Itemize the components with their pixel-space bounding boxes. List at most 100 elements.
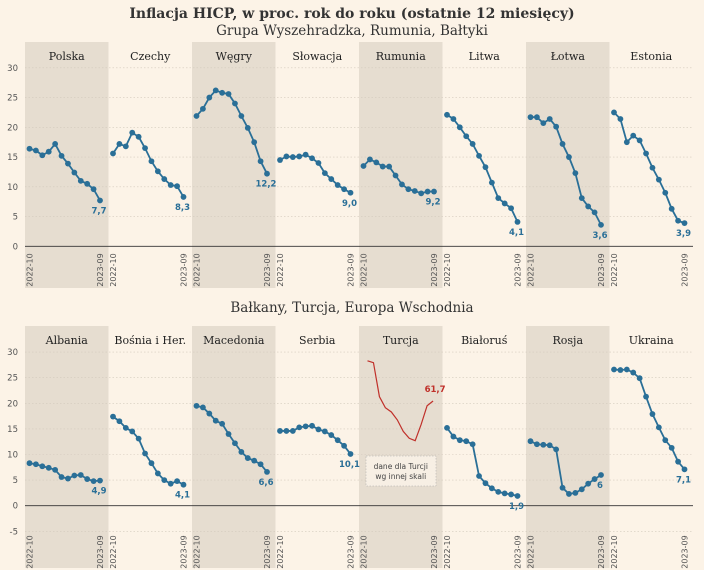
data-point (598, 472, 604, 478)
note-text: dane dla Turcji (374, 462, 428, 471)
data-point (559, 484, 566, 491)
panel-shade (526, 42, 610, 288)
data-point (200, 404, 206, 411)
data-point (347, 189, 354, 196)
panel-title: Węgry (216, 50, 253, 63)
x-date-label: 2022-10 (276, 253, 285, 286)
data-point (122, 143, 129, 150)
data-point (39, 463, 46, 470)
panel-shade (192, 326, 276, 568)
data-point (283, 428, 290, 434)
data-point (347, 451, 354, 457)
end-value-label: 12,2 (256, 180, 277, 190)
y-tick-label: 5 (13, 213, 18, 223)
end-value-label: 10,1 (339, 460, 360, 470)
data-point (315, 160, 322, 166)
data-point (585, 203, 592, 210)
data-point (681, 466, 688, 473)
data-point (71, 472, 78, 479)
data-point (238, 449, 245, 455)
data-point (110, 150, 116, 157)
data-point (655, 176, 662, 183)
y-tick-label: 5 (13, 476, 18, 486)
data-point (456, 124, 463, 131)
data-point (193, 113, 200, 119)
data-point (302, 151, 309, 158)
data-point (174, 478, 180, 485)
data-point (174, 183, 180, 190)
x-date-label: 2022-10 (193, 535, 202, 568)
x-date-label: 2023-09 (347, 535, 356, 568)
data-point (424, 188, 431, 195)
data-point (212, 87, 219, 94)
data-point (232, 100, 238, 107)
data-point (501, 200, 508, 207)
data-point (219, 420, 226, 427)
data-point (180, 194, 187, 200)
data-point (52, 141, 59, 147)
data-point (450, 433, 457, 440)
data-point (161, 477, 168, 483)
data-point (444, 111, 450, 118)
x-date-label: 2023-09 (347, 253, 356, 286)
data-point (45, 148, 52, 155)
y-tick-label: 20 (7, 123, 18, 133)
data-point (598, 221, 604, 228)
data-point (142, 145, 148, 152)
data-point (360, 163, 367, 169)
data-point (643, 150, 649, 157)
data-point (77, 472, 84, 478)
data-point (328, 176, 335, 182)
data-point (26, 460, 33, 467)
data-point (167, 182, 174, 188)
data-point (302, 423, 309, 430)
y-tick-label: 25 (7, 374, 18, 384)
data-point (591, 476, 598, 482)
end-value-label: 3,9 (676, 229, 691, 239)
data-point (90, 478, 97, 485)
data-point (148, 460, 155, 467)
data-point (476, 473, 482, 479)
x-date-label: 2022-10 (527, 535, 536, 568)
data-point (668, 205, 675, 212)
data-point (463, 133, 470, 140)
data-point (33, 461, 39, 468)
data-point (39, 152, 46, 159)
series-line-1 (112, 131, 185, 198)
data-point (193, 402, 200, 409)
data-point (405, 186, 412, 193)
x-date-label: 2022-10 (360, 253, 369, 286)
data-point (572, 170, 579, 177)
panel-title: Bośnia i Her. (114, 334, 186, 347)
series-line-5 (446, 114, 519, 223)
data-point (636, 137, 643, 144)
end-value-label: 7,1 (676, 475, 691, 485)
data-point (33, 147, 39, 154)
data-point (97, 197, 103, 204)
data-point (675, 458, 681, 465)
data-point (45, 464, 52, 471)
data-point (546, 116, 553, 122)
data-point (71, 169, 78, 176)
data-point (129, 129, 136, 136)
end-value-label: 9,2 (425, 198, 440, 208)
panel-title: Serbia (299, 334, 336, 347)
data-point (546, 442, 553, 449)
data-point (257, 158, 264, 165)
data-point (508, 491, 514, 498)
data-point (681, 220, 688, 226)
x-date-label: 2022-10 (26, 253, 35, 286)
data-point (225, 431, 232, 437)
data-point (514, 219, 521, 225)
x-date-label: 2022-10 (276, 535, 285, 568)
data-point (399, 181, 405, 188)
y-tick-label: 0 (13, 242, 18, 252)
end-value-label: 1,9 (509, 502, 524, 512)
end-value-label: 4,9 (91, 487, 106, 497)
data-point (450, 116, 457, 122)
data-point (264, 170, 270, 177)
x-date-label: 2023-09 (514, 535, 523, 568)
y-tick-label: 25 (7, 94, 18, 104)
data-point (244, 124, 251, 131)
end-value-label: 61,7 (425, 385, 446, 395)
